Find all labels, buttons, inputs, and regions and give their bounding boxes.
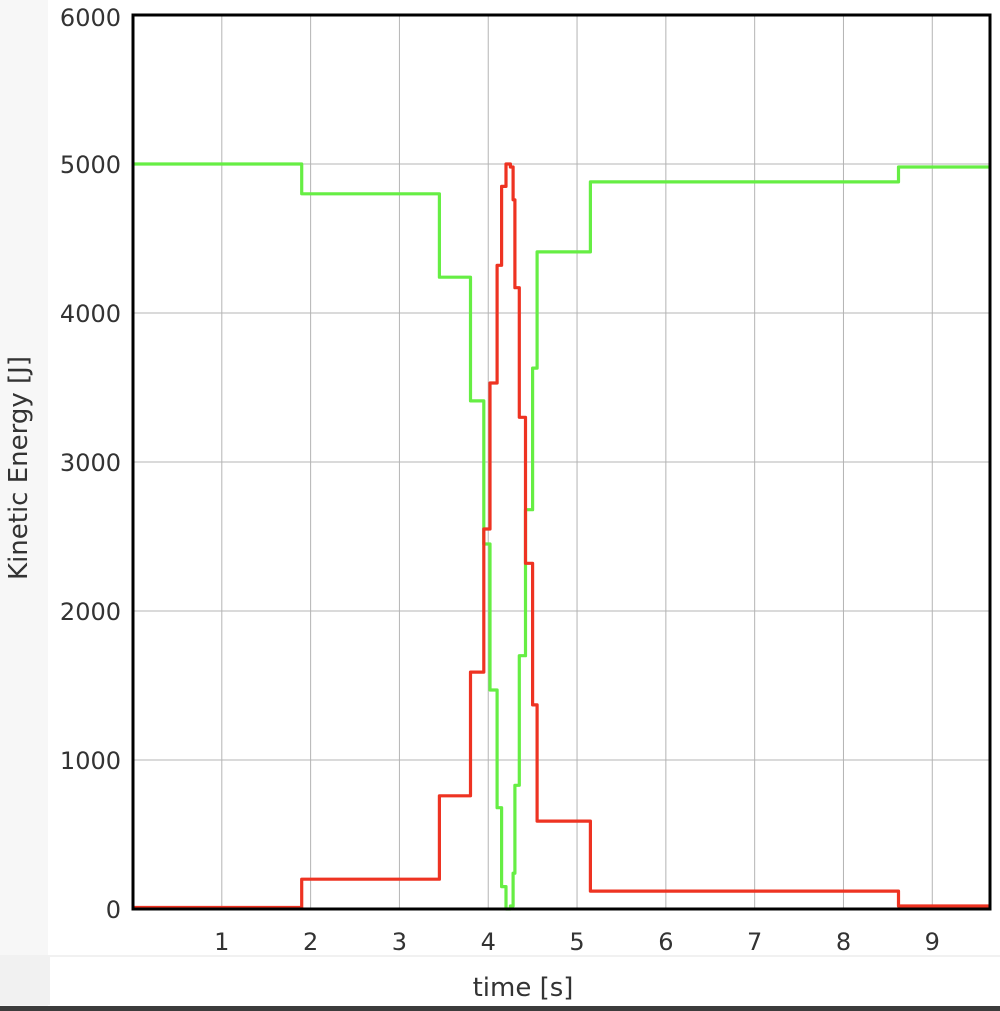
bottom-window-edge <box>0 1006 1000 1011</box>
y-tick-label: 1000 <box>60 747 121 775</box>
x-tick-label: 4 <box>481 928 496 956</box>
x-tick-label: 8 <box>836 928 851 956</box>
y-tick-label: 5000 <box>60 151 121 179</box>
plot-frame <box>131 13 992 911</box>
y-tick-label: 6000 <box>60 4 121 32</box>
x-tick-label: 9 <box>925 928 940 956</box>
x-tick-label: 2 <box>303 928 318 956</box>
x-tick-label: 6 <box>658 928 673 956</box>
series-line-1 <box>133 162 990 911</box>
y-tick-labels: 0 1000 2000 3000 4000 5000 6000 <box>60 4 121 924</box>
series-line-2 <box>133 162 990 910</box>
y-tick-label: 3000 <box>60 449 121 477</box>
series-group <box>133 162 990 911</box>
x-axis-title: time [s] <box>473 973 574 1003</box>
y-tick-label: 4000 <box>60 300 121 328</box>
x-axis-label-area <box>50 957 1000 1005</box>
x-tick-label: 5 <box>569 928 584 956</box>
y-tick-label: 2000 <box>60 598 121 626</box>
left-panel-strip <box>0 0 48 1011</box>
y-tick-label: 0 <box>106 896 121 924</box>
y-axis-title: Kinetic Energy [J] <box>4 356 34 580</box>
x-tick-label: 3 <box>392 928 407 956</box>
x-tick-labels: 1 2 3 4 5 6 7 8 9 <box>214 928 940 956</box>
x-tick-label: 7 <box>747 928 762 956</box>
x-tick-label: 1 <box>214 928 229 956</box>
